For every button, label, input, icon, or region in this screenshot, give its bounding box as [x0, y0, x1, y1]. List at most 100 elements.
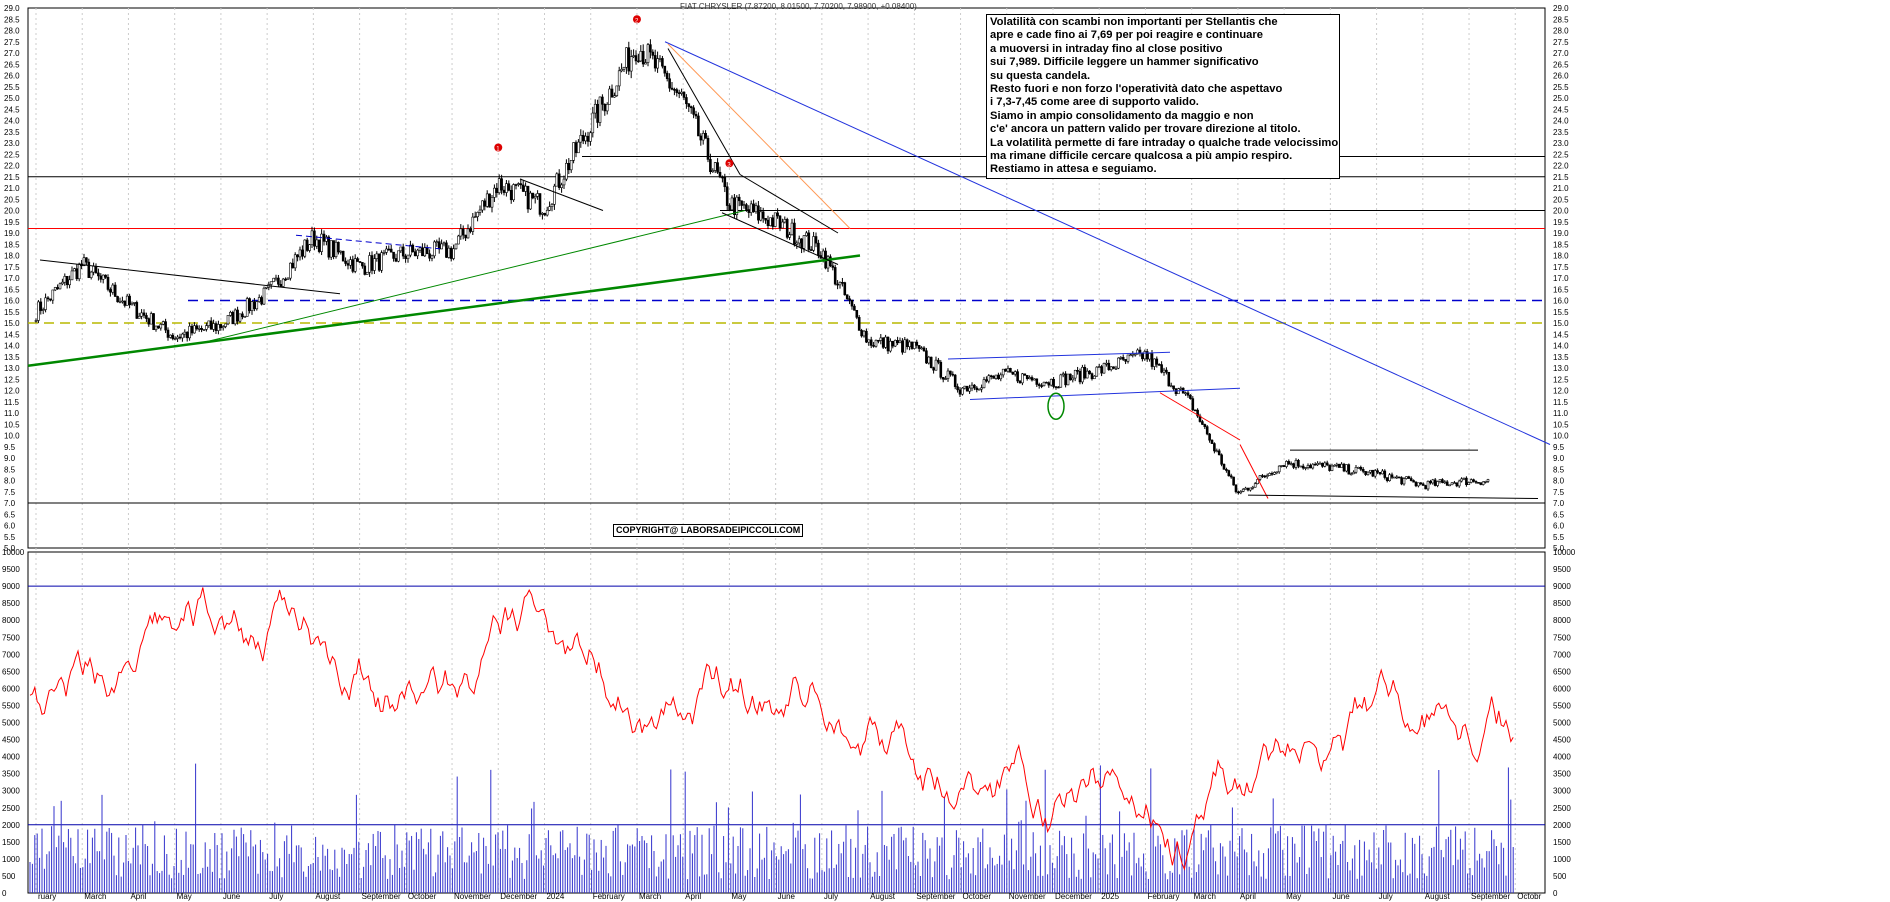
candle-body — [111, 284, 115, 293]
candle-body — [541, 212, 544, 215]
candle-body — [1306, 465, 1310, 468]
price-tick-label-left: 24.0 — [4, 117, 20, 126]
candle-body — [425, 247, 429, 255]
candle-body — [44, 297, 47, 310]
candle-body — [1093, 375, 1096, 380]
price-tick-label-left: 18.5 — [4, 240, 20, 249]
candle-body — [87, 261, 91, 278]
candle-body — [154, 325, 158, 330]
candle-body — [809, 249, 813, 251]
month-tick-label: May — [177, 892, 192, 901]
channel-line — [721, 212, 839, 265]
month-tick-label: May — [1286, 892, 1301, 901]
candle-body — [881, 337, 885, 348]
candle-body — [440, 243, 443, 250]
candle-body — [985, 379, 988, 382]
candle-body — [901, 340, 904, 353]
candle-body — [747, 209, 751, 213]
candle-body — [469, 228, 472, 232]
candle-body — [310, 230, 314, 246]
month-tick-label: March — [84, 892, 106, 901]
price-tick-label-left: 15.0 — [4, 319, 20, 328]
candle-body — [1016, 371, 1019, 382]
month-tick-label: November — [454, 892, 491, 901]
candle-body — [202, 328, 206, 331]
month-tick-label: July — [824, 892, 838, 901]
indicator-tick-label-right: 5000 — [1553, 719, 1571, 728]
candle-body — [169, 334, 172, 338]
candle-body — [987, 375, 991, 382]
candle-body — [929, 356, 933, 368]
candle-body — [632, 55, 635, 58]
candle-body — [651, 51, 655, 56]
candle-body — [833, 267, 837, 285]
price-tick-label-left: 11.0 — [4, 409, 20, 418]
indicator-tick-label-left: 8500 — [2, 599, 20, 608]
note-line: Resto fuori e non forzo l'operatività da… — [990, 83, 1283, 96]
month-tick-label: April — [130, 892, 146, 901]
candle-body — [1220, 454, 1223, 465]
candle-body — [512, 184, 515, 201]
candle-body — [893, 340, 897, 347]
candle-body — [817, 242, 820, 256]
candle-body — [658, 58, 662, 60]
candle-body — [104, 274, 107, 278]
month-tick-label: May — [731, 892, 746, 901]
candle-body — [538, 193, 542, 215]
candle-body — [1066, 373, 1070, 386]
candle-body — [490, 197, 494, 208]
indicator-tick-label-right: 10000 — [1553, 548, 1576, 557]
candle-body — [1126, 354, 1130, 362]
candle-body — [685, 97, 688, 105]
candle-body — [970, 384, 974, 389]
candle-body — [745, 204, 748, 210]
price-tick-label-right: 16.5 — [1553, 285, 1569, 294]
candle-body — [908, 341, 911, 347]
candle-body — [452, 248, 455, 259]
price-tick-label-left: 14.5 — [4, 330, 20, 339]
candle-body — [553, 185, 556, 205]
candle-body — [454, 243, 458, 250]
candle-body — [757, 205, 760, 221]
indicator-tick-label-left: 2000 — [2, 821, 20, 830]
candle-body — [488, 193, 491, 208]
candle-body — [1121, 357, 1125, 360]
candle-body — [622, 66, 626, 70]
candle-body — [329, 240, 333, 258]
indicator-tick-label-left: 4000 — [2, 753, 20, 762]
candle-body — [123, 300, 127, 306]
candle-body — [1311, 463, 1315, 469]
candle-body — [1040, 385, 1043, 387]
price-tick-label-left: 25.0 — [4, 94, 20, 103]
candle-body — [836, 283, 839, 286]
candle-body — [212, 323, 215, 330]
indicator-tick-label-left: 1500 — [2, 838, 20, 847]
candle-body — [459, 228, 463, 237]
price-tick-label-left: 10.5 — [4, 420, 20, 429]
candle-body — [910, 341, 914, 349]
price-tick-label-left: 18.0 — [4, 252, 20, 261]
price-tick-label-right: 18.0 — [1553, 252, 1569, 261]
price-tick-label-right: 14.5 — [1553, 330, 1569, 339]
candle-body — [937, 359, 940, 363]
candle-body — [325, 236, 328, 242]
month-tick-label: ruary — [38, 892, 56, 901]
candle-body — [706, 138, 710, 160]
candle-body — [1321, 462, 1324, 467]
candle-body — [699, 135, 703, 141]
candle-body — [867, 339, 871, 343]
candle-body — [584, 135, 587, 142]
price-tick-label-right: 10.0 — [1553, 432, 1569, 441]
indicator-tick-label-left: 5000 — [2, 719, 20, 728]
price-tick-label-right: 21.0 — [1553, 184, 1569, 193]
price-tick-label-left: 28.5 — [4, 15, 20, 24]
indicator-tick-label-left: 6500 — [2, 667, 20, 676]
candle-body — [709, 159, 712, 173]
note-line: a muoversi in intraday fino al close pos… — [990, 42, 1223, 55]
price-tick-label-right: 29.0 — [1553, 4, 1569, 13]
candle-body — [118, 300, 122, 303]
candle-body — [1001, 368, 1005, 376]
month-tick-label: 2025 — [1101, 892, 1119, 901]
candle-body — [92, 265, 95, 273]
candle-body — [65, 276, 69, 286]
